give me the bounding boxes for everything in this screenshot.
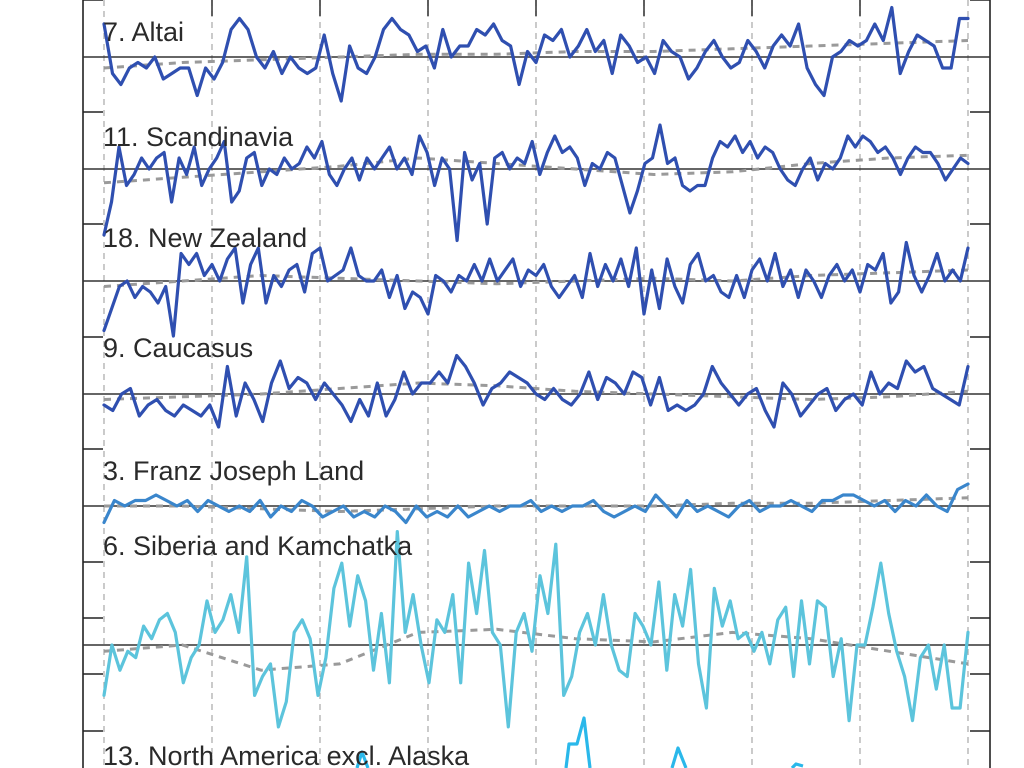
panel-label-18-new-zealand: 18. New Zealand <box>103 223 307 253</box>
bright-series-fragment-1 <box>564 716 592 768</box>
bright-series-fragment-0 <box>355 750 370 768</box>
series-line-3-franz-joseph-land <box>102 482 970 525</box>
trend-line-6-siberia-and-kamchatka <box>103 627 969 672</box>
trend-line-9-caucasus <box>103 381 969 401</box>
bright-series-fragment-2 <box>670 746 688 768</box>
series-line-9-caucasus <box>102 353 970 429</box>
panel-label-9-caucasus: 9. Caucasus <box>103 333 253 363</box>
panel-label-7-altai: 7. Altai <box>103 17 184 47</box>
data-series <box>102 5 970 729</box>
panel-label-3-franz-joseph-land: 3. Franz Joseph Land <box>103 456 364 486</box>
series-line-7-altai <box>102 5 970 103</box>
partial-series-north-america <box>355 716 804 768</box>
bright-series-fragment-3 <box>790 762 804 768</box>
panel-label-13-north-america-excl-alaska: 13. North America excl. Alaska <box>103 741 470 768</box>
trend-lines <box>103 39 969 672</box>
panel-label-11-scandinavia: 11. Scandinavia <box>103 122 294 152</box>
trend-line-11-scandinavia <box>103 153 969 185</box>
trend-line-7-altai <box>103 39 969 70</box>
series-line-11-scandinavia <box>102 123 970 243</box>
panel-labels: 7. Altai 11. Scandinavia 18. New Zealand 9.… <box>103 17 470 768</box>
series-line-18-new-zealand <box>102 240 970 338</box>
panel-label-6-siberia-and-kamchatka: 6. Siberia and Kamchatka <box>103 531 413 561</box>
series-line-6-siberia-and-kamchatka <box>102 529 970 729</box>
